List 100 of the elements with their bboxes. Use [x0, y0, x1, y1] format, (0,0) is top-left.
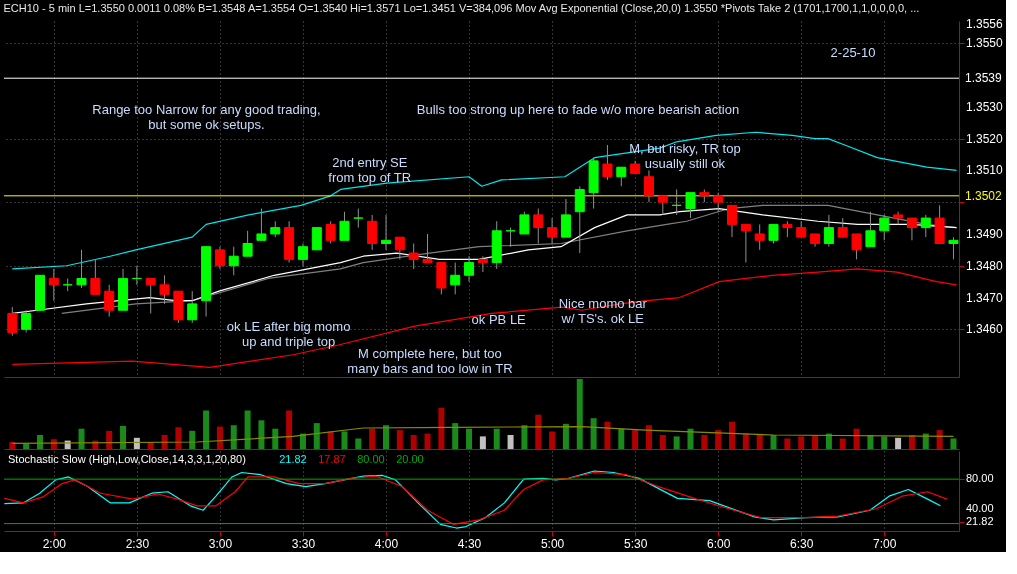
candlestick — [21, 309, 32, 333]
bar — [604, 421, 611, 449]
candlestick — [7, 306, 18, 337]
bar — [839, 438, 846, 449]
y-tick-label: 1.3460 — [966, 322, 1004, 337]
bar — [756, 435, 763, 449]
bar — [493, 428, 500, 449]
bar — [327, 431, 334, 449]
candlestick — [422, 233, 433, 264]
bar — [867, 435, 874, 449]
candlestick — [311, 227, 322, 251]
bar — [410, 435, 417, 449]
bar — [784, 438, 791, 449]
y-tick-label: 80.00 — [966, 472, 994, 485]
ref-line-label: 1.3539 — [965, 71, 1003, 86]
candlestick — [837, 217, 848, 238]
annotation: Range too Narrow for any good trading, but some ok setups. — [92, 102, 321, 132]
bar — [203, 410, 210, 449]
bar — [175, 427, 182, 449]
bar — [521, 425, 528, 449]
bar — [687, 428, 694, 449]
candlestick — [906, 217, 917, 241]
candlestick — [394, 236, 405, 260]
bar — [936, 430, 943, 449]
candlestick — [768, 223, 779, 244]
candlestick — [214, 246, 225, 270]
candlestick — [48, 268, 59, 302]
bar — [825, 433, 832, 449]
ref-line-label: 1.3502 — [965, 188, 1003, 203]
candlestick — [920, 214, 931, 238]
bar — [355, 438, 362, 449]
candlestick — [727, 204, 738, 238]
candlestick — [519, 211, 530, 235]
candlestick — [145, 277, 156, 314]
bar — [369, 428, 376, 449]
bar — [853, 428, 860, 449]
candlestick — [256, 208, 267, 241]
bar — [36, 435, 43, 449]
y-tick-label: 21.82 — [966, 515, 994, 528]
bar — [881, 436, 888, 449]
candlestick — [948, 236, 959, 260]
candlestick — [408, 243, 419, 270]
candlestick — [851, 233, 862, 260]
candlestick — [339, 211, 350, 241]
bar — [701, 435, 708, 449]
bar — [673, 436, 680, 449]
candlestick — [464, 255, 475, 283]
bar — [286, 410, 293, 449]
bar — [452, 423, 459, 449]
annotation: 2nd entry SE from top of TR — [328, 155, 412, 186]
bar — [590, 418, 597, 449]
y-tick-label: 1.3556 — [966, 17, 1004, 32]
annotation: ok PB LE — [471, 312, 527, 328]
bar — [466, 428, 473, 449]
bar — [549, 431, 556, 449]
bar — [244, 410, 251, 449]
candlestick — [104, 284, 115, 318]
candlestick — [865, 211, 876, 248]
candlestick — [685, 192, 696, 219]
candlestick — [657, 195, 668, 216]
candlestick — [450, 262, 461, 295]
y-tick-label: 1.3520 — [966, 131, 1004, 146]
bar — [438, 407, 445, 449]
bar — [562, 423, 569, 449]
bar — [729, 421, 736, 449]
x-tick-label: 2:00 — [42, 536, 67, 551]
candlestick — [879, 214, 890, 241]
candlestick — [754, 223, 765, 251]
bar — [618, 428, 625, 449]
candlestick — [297, 243, 308, 267]
candlestick — [547, 217, 558, 244]
bar — [576, 379, 583, 449]
x-tick-label: 4:00 — [374, 536, 399, 551]
candlestick — [893, 211, 904, 225]
candlestick — [740, 223, 751, 264]
candlestick — [381, 214, 391, 251]
bar — [341, 431, 348, 449]
x-tick-label: 4:30 — [457, 536, 482, 551]
y-tick-label: 1.3480 — [966, 258, 1004, 273]
bar — [812, 435, 819, 449]
candlestick — [90, 258, 101, 295]
candlestick — [713, 192, 724, 213]
bar — [659, 435, 666, 449]
candlestick — [823, 214, 834, 248]
bar — [313, 423, 320, 449]
y-tick-label: 1.3470 — [966, 290, 1004, 305]
x-tick-label: 7:00 — [873, 536, 897, 551]
x-tick-label: 5:00 — [540, 536, 565, 551]
bar — [258, 420, 265, 449]
y-tick-label: 1.3510 — [966, 163, 1004, 178]
bar — [230, 425, 237, 449]
annotation: 17.87 — [318, 453, 346, 465]
bar — [645, 425, 652, 449]
candlestick — [325, 220, 336, 244]
bar — [106, 430, 113, 449]
y-tick-label: 1.3490 — [966, 226, 1004, 241]
candlestick — [616, 166, 627, 187]
bar — [396, 430, 403, 449]
y-tick-label: 1.3550 — [966, 36, 1004, 51]
line-series — [11, 131, 958, 270]
